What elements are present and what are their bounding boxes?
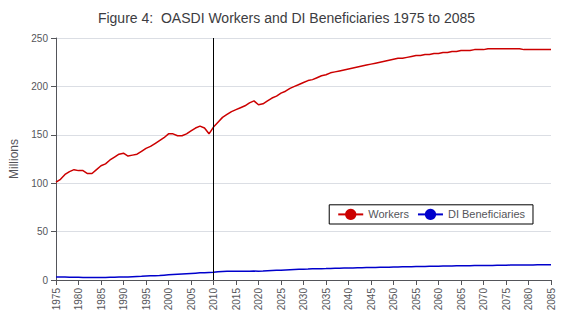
svg-text:2080: 2080	[523, 288, 534, 311]
svg-text:1990: 1990	[118, 288, 129, 311]
svg-text:Workers: Workers	[368, 208, 409, 220]
svg-text:0: 0	[42, 275, 48, 286]
svg-text:2050: 2050	[388, 288, 399, 311]
svg-text:2065: 2065	[456, 288, 467, 311]
svg-text:200: 200	[31, 81, 48, 92]
svg-text:2020: 2020	[253, 288, 264, 311]
svg-text:1975: 1975	[51, 288, 62, 311]
svg-text:2055: 2055	[411, 288, 422, 311]
svg-text:50: 50	[37, 226, 49, 237]
svg-text:2045: 2045	[366, 288, 377, 311]
svg-text:250: 250	[31, 33, 48, 44]
svg-text:1995: 1995	[141, 288, 152, 311]
svg-text:2030: 2030	[298, 288, 309, 311]
svg-text:1985: 1985	[96, 288, 107, 311]
svg-text:2085: 2085	[546, 288, 557, 311]
svg-text:150: 150	[31, 129, 48, 140]
svg-text:2015: 2015	[231, 288, 242, 311]
svg-text:DI Beneficiaries: DI Beneficiaries	[448, 208, 526, 220]
svg-text:2010: 2010	[208, 288, 219, 311]
svg-text:2070: 2070	[478, 288, 489, 311]
svg-text:100: 100	[31, 178, 48, 189]
svg-text:2035: 2035	[321, 288, 332, 311]
svg-text:2060: 2060	[433, 288, 444, 311]
svg-text:Millions: Millions	[7, 139, 21, 179]
svg-text:2005: 2005	[186, 288, 197, 311]
svg-text:2000: 2000	[163, 288, 174, 311]
svg-text:2040: 2040	[343, 288, 354, 311]
svg-text:2025: 2025	[276, 288, 287, 311]
svg-text:Figure 4: OASDI Workers and D: Figure 4: OASDI Workers and DI Beneficia…	[98, 10, 475, 26]
svg-text:2075: 2075	[501, 288, 512, 311]
svg-text:1980: 1980	[73, 288, 84, 311]
